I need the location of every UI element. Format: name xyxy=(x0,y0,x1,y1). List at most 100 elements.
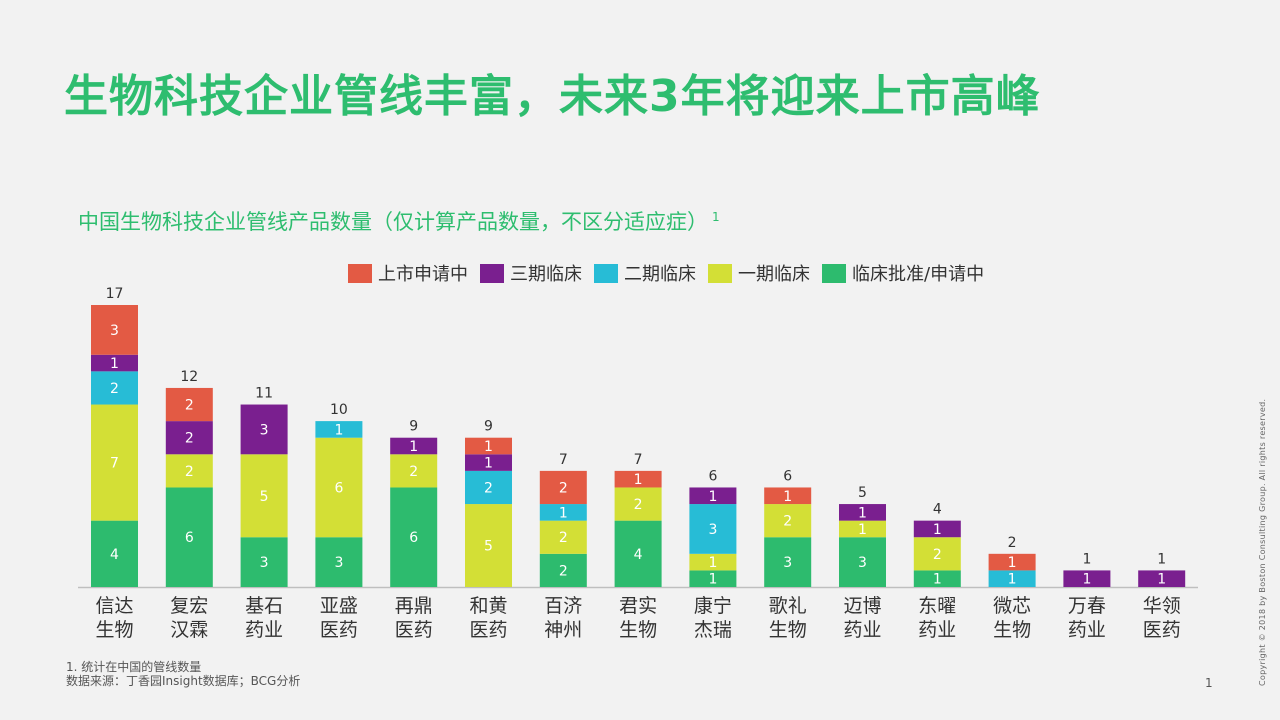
data-label: 2 xyxy=(185,431,194,447)
bar-segment xyxy=(465,437,512,455)
data-label: 3 xyxy=(334,555,343,571)
bar-segment xyxy=(689,504,737,554)
footnote: 1. 统计在中国的管线数量 数据来源：丁香园Insight数据库；BCG分析 xyxy=(66,660,300,688)
bar-segment xyxy=(689,570,737,587)
category-label: 汉霖 xyxy=(170,619,208,641)
data-label: 2 xyxy=(185,398,194,414)
legend-item: 一期临床 xyxy=(708,260,810,286)
data-label: 1 xyxy=(484,456,493,472)
bar-segment xyxy=(91,305,138,355)
legend-swatch xyxy=(480,263,504,283)
total-label: 17 xyxy=(106,286,124,302)
data-label: 2 xyxy=(559,480,568,496)
data-label: 1 xyxy=(484,439,493,455)
category-label: 君实 xyxy=(619,595,657,617)
bar-segment xyxy=(315,421,363,438)
legend-item: 三期临床 xyxy=(480,260,582,286)
legend-label: 一期临床 xyxy=(738,264,810,285)
bar-segment xyxy=(240,537,288,587)
copyright-notice: Copyright © 2018 by Boston Consulting Gr… xyxy=(1258,398,1267,686)
data-label: 1 xyxy=(708,555,717,571)
bar-segment xyxy=(614,520,662,587)
data-label: 2 xyxy=(559,563,568,579)
data-label: 1 xyxy=(110,356,119,372)
page-title: 生物科技企业管线丰富，未来3年将迎来上市高峰 xyxy=(64,71,1041,122)
category-label: 东曜 xyxy=(918,595,956,617)
bar-segment xyxy=(240,454,288,538)
bar-segment xyxy=(539,520,587,554)
legend-item: 二期临床 xyxy=(594,260,696,286)
bar-segment xyxy=(240,404,288,455)
total-label: 7 xyxy=(559,452,568,468)
data-label: 1 xyxy=(1008,572,1017,588)
bar-segment xyxy=(539,553,587,587)
legend-label: 二期临床 xyxy=(624,264,696,285)
bar-segment xyxy=(539,470,587,505)
bar-segment xyxy=(988,570,1036,587)
bar-segment xyxy=(614,487,662,521)
chart-title: 中国生物科技企业管线产品数量（仅计算产品数量，不区分适应症） 1 xyxy=(78,206,720,236)
legend-swatch xyxy=(594,263,618,283)
bar-segment xyxy=(839,537,886,587)
data-label: 1 xyxy=(634,472,643,488)
total-label: 2 xyxy=(1008,535,1017,551)
category-label: 药业 xyxy=(843,619,881,641)
data-label: 2 xyxy=(484,480,493,496)
footnote-line-1: 1. 统计在中国的管线数量 xyxy=(66,660,202,674)
data-label: 2 xyxy=(185,464,194,480)
data-label: 1 xyxy=(559,505,568,521)
category-label: 康宁 xyxy=(694,595,732,617)
category-label: 华领 xyxy=(1143,595,1181,617)
category-label: 杰瑞 xyxy=(694,619,732,641)
category-label: 百济 xyxy=(544,595,582,617)
data-label: 3 xyxy=(858,555,867,571)
bar-segment xyxy=(764,504,812,538)
data-label: 6 xyxy=(185,530,194,546)
total-label: 1 xyxy=(1082,551,1091,567)
data-label: 3 xyxy=(708,522,717,538)
data-label: 7 xyxy=(110,456,119,472)
category-label: 医药 xyxy=(469,619,507,641)
bar-segment xyxy=(165,454,213,488)
bar-segment xyxy=(165,487,213,587)
page-number: 1 xyxy=(1205,676,1213,690)
total-label: 9 xyxy=(409,419,418,435)
footnote-source: 数据来源：丁香园Insight数据库；BCG分析 xyxy=(66,674,301,688)
data-label: 2 xyxy=(110,381,119,397)
category-label: 生物 xyxy=(769,619,807,641)
category-label: 基石 xyxy=(245,595,283,617)
data-label: 3 xyxy=(260,422,269,438)
bar-segment xyxy=(614,470,662,488)
bar-segment xyxy=(91,520,138,587)
data-label: 2 xyxy=(559,530,568,546)
bar-segment xyxy=(165,387,213,422)
data-label: 1 xyxy=(1082,572,1091,588)
bar-segment xyxy=(91,404,138,521)
legend-swatch xyxy=(708,263,732,283)
bar-segment xyxy=(390,454,438,488)
legend-label: 临床批准/申请中 xyxy=(852,264,985,285)
category-label: 神州 xyxy=(544,619,582,641)
legend-swatch xyxy=(348,263,372,283)
data-label: 6 xyxy=(409,530,418,546)
data-label: 1 xyxy=(409,439,418,455)
chart-legend: 上市申请中 三期临床 二期临床 一期临床 临床批准/申请中 xyxy=(348,260,996,286)
data-label: 3 xyxy=(260,555,269,571)
data-label: 4 xyxy=(634,547,643,563)
category-label: 生物 xyxy=(95,619,133,641)
category-label: 药业 xyxy=(1068,619,1106,641)
bar-segment xyxy=(913,537,961,571)
data-label: 1 xyxy=(1157,572,1166,588)
category-label: 医药 xyxy=(320,619,358,641)
data-label: 2 xyxy=(783,514,792,530)
bar-segment xyxy=(315,537,363,587)
bar-segment xyxy=(390,437,438,455)
bar-segment xyxy=(913,520,961,538)
category-label: 复宏 xyxy=(170,595,208,617)
category-label: 亚盛 xyxy=(320,595,358,617)
bar-segment xyxy=(465,454,512,471)
total-label: 6 xyxy=(783,468,792,484)
bar-segment xyxy=(465,504,512,587)
chart-title-text: 中国生物科技企业管线产品数量（仅计算产品数量，不区分适应症） xyxy=(78,210,708,234)
